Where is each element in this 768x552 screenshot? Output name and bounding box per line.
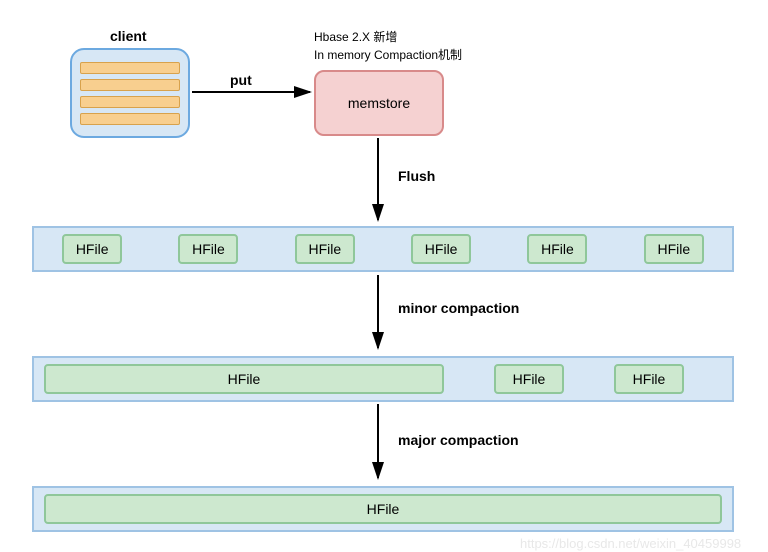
client-bar: [80, 62, 180, 74]
client-title: client: [110, 28, 147, 44]
note-line2: In memory Compaction机制: [314, 46, 462, 64]
memstore-label: memstore: [348, 95, 410, 111]
hfile-box: HFile: [614, 364, 684, 394]
hfile-box: HFile: [62, 234, 122, 264]
hfile-strip-3: HFile: [32, 486, 734, 532]
memstore-box: memstore: [314, 70, 444, 136]
put-label: put: [230, 72, 252, 88]
hfile-box: HFile: [44, 364, 444, 394]
hfile-box: HFile: [178, 234, 238, 264]
hfile-box: HFile: [44, 494, 722, 524]
client-bar: [80, 96, 180, 108]
hfile-box: HFile: [411, 234, 471, 264]
flush-label: Flush: [398, 168, 435, 184]
watermark: https://blog.csdn.net/weixin_40459998: [520, 536, 741, 551]
note-line1: Hbase 2.X 新增: [314, 28, 462, 46]
hfile-box: HFile: [494, 364, 564, 394]
hfile-box: HFile: [644, 234, 704, 264]
major-label: major compaction: [398, 432, 519, 448]
hbase-note: Hbase 2.X 新增 In memory Compaction机制: [314, 28, 462, 64]
client-box: [70, 48, 190, 138]
hfile-strip-2: HFile HFile HFile: [32, 356, 734, 402]
client-bar: [80, 79, 180, 91]
hfile-box: HFile: [295, 234, 355, 264]
hfile-box: HFile: [527, 234, 587, 264]
hfile-strip-1: HFile HFile HFile HFile HFile HFile: [32, 226, 734, 272]
client-bar: [80, 113, 180, 125]
minor-label: minor compaction: [398, 300, 519, 316]
